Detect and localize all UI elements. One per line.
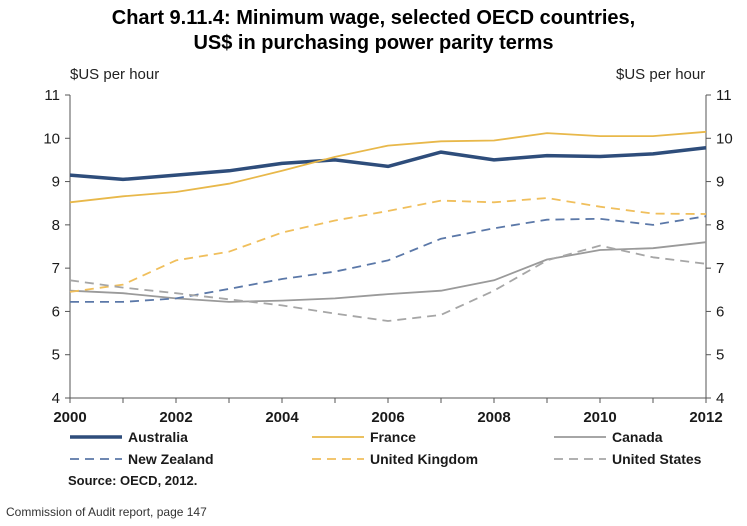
- chart-title-line1: Chart 9.11.4: Minimum wage, selected OEC…: [111, 7, 636, 29]
- y-tick-label-right: 10: [716, 130, 733, 147]
- chart-series: [69, 130, 707, 322]
- chart-title-line2: US$ in purchasing power parity terms: [193, 32, 554, 54]
- x-tick-label: 2006: [371, 409, 404, 426]
- y-tick-label-right: 9: [716, 174, 724, 191]
- y-tick-label-left: 4: [52, 390, 60, 407]
- y-tick-label-left: 6: [52, 303, 60, 320]
- y-tick-label-left: 7: [52, 260, 60, 277]
- legend-label-united-kingdom: United Kingdom: [370, 451, 478, 467]
- series-line-united-kingdom: [69, 197, 707, 293]
- series-line-united-states: [69, 244, 707, 322]
- caption: Commission of Audit report, page 147: [6, 505, 207, 519]
- x-tick-label: 2008: [477, 409, 510, 426]
- y-tick-label-right: 7: [716, 260, 724, 277]
- y-tick-label-right: 4: [716, 390, 724, 407]
- y-tick-label-right: 8: [716, 217, 724, 234]
- legend-label-united-states: United States: [612, 451, 702, 467]
- x-tick-label: 2002: [159, 409, 192, 426]
- y-tick-label-right: 11: [716, 87, 732, 104]
- source-note: Source: OECD, 2012.: [68, 473, 198, 488]
- y-tick-label-left: 5: [52, 347, 60, 364]
- y-tick-label-left: 8: [52, 217, 60, 234]
- series-line-france: [69, 130, 707, 204]
- series-line-australia: [69, 146, 707, 182]
- y-axis-label-right: $US per hour: [616, 66, 706, 83]
- x-tick-label: 2004: [265, 409, 299, 426]
- x-tick-label: 2000: [53, 409, 86, 426]
- y-tick-label-left: 10: [43, 130, 60, 147]
- legend-label-canada: Canada: [612, 429, 663, 445]
- x-tick-label: 2012: [689, 409, 722, 426]
- y-tick-label-right: 5: [716, 347, 724, 364]
- y-axis-label-left: $US per hour: [70, 66, 160, 83]
- legend-label-australia: Australia: [128, 429, 188, 445]
- legend-label-new-zealand: New Zealand: [128, 451, 214, 467]
- y-tick-label-left: 11: [44, 87, 60, 104]
- legend-label-france: France: [370, 429, 416, 445]
- y-tick-label-left: 9: [52, 174, 60, 191]
- chart-legend: Australia France Canada New Zealand United K…: [70, 429, 702, 467]
- chart-axes: 4 4 5 5 6 6 7 7 8 8 9 9 10 10 11 11 2000 2002 2004 2006 2008…: [43, 87, 732, 426]
- y-tick-label-right: 6: [716, 303, 724, 320]
- series-line-new-zealand: [70, 215, 707, 303]
- x-tick-label: 2010: [583, 409, 616, 426]
